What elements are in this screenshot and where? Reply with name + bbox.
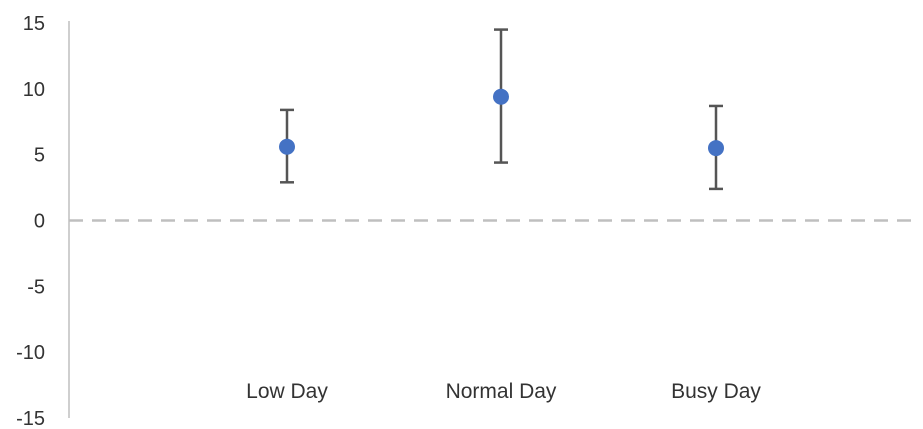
- y-tick-label: -15: [16, 408, 45, 429]
- data-point: [279, 138, 295, 155]
- category-label: Busy Day: [671, 380, 761, 403]
- y-tick-label: 15: [23, 13, 45, 35]
- data-point: [708, 140, 724, 157]
- y-tick-label: -5: [27, 276, 45, 298]
- data-point: [493, 88, 509, 105]
- category-label: Low Day: [246, 380, 328, 403]
- y-tick-label: 10: [23, 79, 45, 101]
- y-tick-label: -10: [16, 342, 45, 364]
- y-tick-label: 5: [34, 145, 45, 167]
- y-tick-label: 0: [34, 211, 45, 233]
- data-points: [279, 88, 724, 157]
- category-label: Normal Day: [446, 380, 557, 403]
- error-bars: [280, 28, 723, 191]
- category-labels: Low Day Normal Day Busy Day: [246, 380, 761, 403]
- y-axis-ticks: 15 10 5 0 -5 -10 -15: [16, 13, 45, 429]
